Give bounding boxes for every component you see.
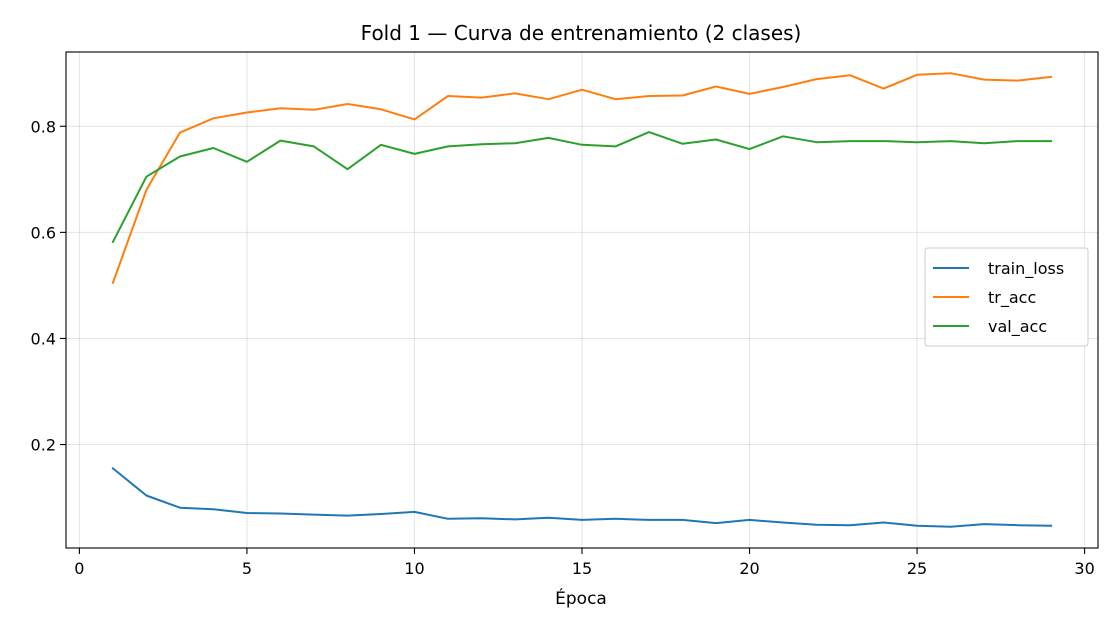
- x-tick-label: 0: [74, 559, 84, 578]
- x-tick-label: 10: [404, 559, 424, 578]
- legend-label-train-loss: train_loss: [988, 259, 1064, 279]
- y-tick-label: 0.4: [31, 329, 56, 348]
- x-tick-label: 5: [242, 559, 252, 578]
- legend-label-val-acc: val_acc: [988, 317, 1047, 337]
- legend-label-tr-acc: tr_acc: [988, 288, 1036, 308]
- chart-title: Fold 1 — Curva de entrenamiento (2 clase…: [361, 21, 802, 45]
- axis-ticks: 0 5 10 15 20 25 30 0.2 0.4 0.6 0.8: [31, 117, 1095, 578]
- series-line-val-acc: [111, 131, 1053, 244]
- x-tick-label: 25: [907, 559, 927, 578]
- y-tick-label: 0.2: [31, 436, 56, 455]
- y-tick-label: 0.6: [31, 223, 56, 242]
- legend: train_loss tr_acc val_acc: [924, 247, 1089, 347]
- series-line-train-loss: [111, 466, 1053, 528]
- x-tick-label: 30: [1074, 559, 1094, 578]
- y-tick-label: 0.8: [31, 117, 56, 136]
- series-line-tr-acc: [111, 72, 1053, 285]
- x-tick-label: 20: [739, 559, 759, 578]
- series-lines: [111, 72, 1053, 528]
- x-tick-label: 15: [572, 559, 592, 578]
- x-axis-title: Época: [555, 587, 607, 609]
- legend-box: [924, 247, 1089, 347]
